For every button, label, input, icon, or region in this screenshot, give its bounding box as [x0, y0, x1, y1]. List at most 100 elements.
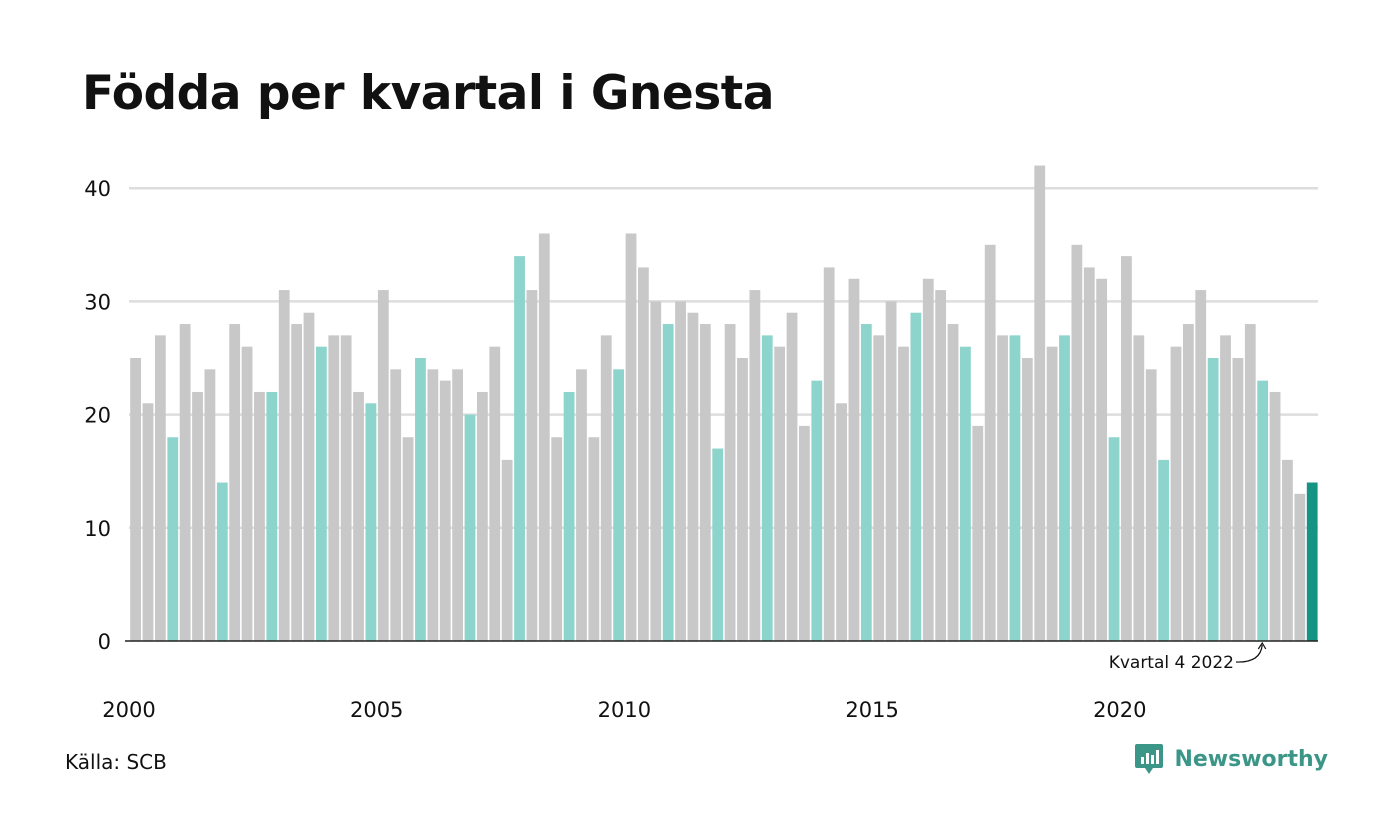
bar [898, 346, 909, 641]
bar [353, 391, 364, 641]
bar [997, 335, 1008, 641]
bar [576, 369, 587, 641]
x-tick-label: 2020 [1093, 698, 1146, 722]
bar [179, 324, 191, 641]
bar [774, 346, 786, 641]
bar [365, 403, 377, 641]
bar [1158, 459, 1169, 641]
bar [972, 425, 984, 641]
bar [799, 425, 810, 641]
bar [1021, 358, 1033, 641]
bar [836, 403, 847, 641]
bar [303, 312, 315, 641]
bar [1244, 324, 1256, 641]
bar [142, 403, 154, 641]
bar [935, 290, 947, 641]
bar [873, 335, 885, 641]
bar [687, 312, 699, 641]
bar [415, 358, 426, 641]
bar [204, 369, 216, 641]
bar [216, 482, 228, 641]
chart-title: Födda per kvartal i Gnesta [82, 66, 774, 121]
bar [241, 346, 253, 641]
bar [860, 324, 872, 641]
bar [1207, 358, 1219, 641]
bar [514, 256, 525, 641]
bar [1257, 380, 1269, 641]
bar [947, 324, 959, 641]
bar [328, 335, 340, 641]
bar [1121, 256, 1132, 641]
bar [1096, 278, 1108, 641]
bar [427, 369, 439, 641]
bar [699, 324, 711, 641]
newsworthy-logo-icon [1135, 744, 1164, 774]
gridlines [129, 186, 1318, 530]
bar [1306, 482, 1318, 641]
bar [1145, 369, 1157, 641]
x-tick-label: 2005 [350, 698, 403, 722]
bar [167, 437, 179, 641]
bar [1059, 335, 1070, 641]
bar [625, 233, 637, 642]
bar [526, 290, 538, 641]
bar [476, 391, 488, 641]
bar [1071, 244, 1083, 642]
bar [885, 301, 897, 641]
bar [650, 301, 662, 641]
bar [960, 346, 971, 641]
bar [551, 437, 563, 641]
bar [402, 437, 414, 641]
brand-logo: Newsworthy [1134, 742, 1328, 776]
bar [1294, 493, 1306, 641]
bar [390, 369, 402, 641]
bar [377, 290, 389, 641]
bar [724, 324, 736, 641]
bar [278, 290, 290, 641]
bar [922, 278, 934, 641]
y-tick-label: 10 [84, 517, 111, 541]
bar [737, 358, 748, 641]
bar [1195, 290, 1207, 641]
bar [712, 448, 724, 641]
bar [749, 290, 761, 641]
bar [1269, 391, 1281, 641]
bar [662, 324, 674, 641]
bar [1046, 346, 1058, 641]
annotation: Kvartal 4 2022 [1109, 641, 1267, 673]
bar [823, 267, 835, 641]
bar [761, 335, 773, 641]
y-tick-label: 20 [84, 404, 111, 428]
axes: 0 10 20 30 40 2000 2005 2010 2015 2020 [84, 177, 1318, 722]
bar [1182, 324, 1194, 641]
bar [910, 312, 922, 641]
bar [1220, 335, 1231, 641]
bar [1282, 459, 1293, 641]
bar [811, 380, 823, 641]
y-tick-label: 30 [84, 290, 111, 314]
bar [254, 391, 265, 641]
annotation-arrowhead [1257, 641, 1267, 650]
bar [1009, 335, 1021, 641]
brand-name: Newsworthy [1174, 746, 1328, 772]
bar [1232, 358, 1244, 641]
bar [675, 301, 686, 641]
annotation-arrow [1235, 644, 1263, 663]
bar [848, 278, 860, 641]
bar [1133, 335, 1145, 641]
bar [315, 346, 327, 641]
bar [613, 369, 625, 641]
bar [192, 391, 203, 641]
bar [340, 335, 352, 641]
bar [229, 324, 241, 641]
bar [1083, 267, 1095, 641]
x-tick-label: 2015 [845, 698, 898, 722]
bar [984, 244, 996, 642]
bar [600, 335, 612, 641]
bar [563, 391, 575, 641]
bar [638, 267, 649, 641]
bar [1170, 346, 1182, 641]
bar [1034, 165, 1046, 641]
y-tick-label: 40 [84, 177, 111, 201]
